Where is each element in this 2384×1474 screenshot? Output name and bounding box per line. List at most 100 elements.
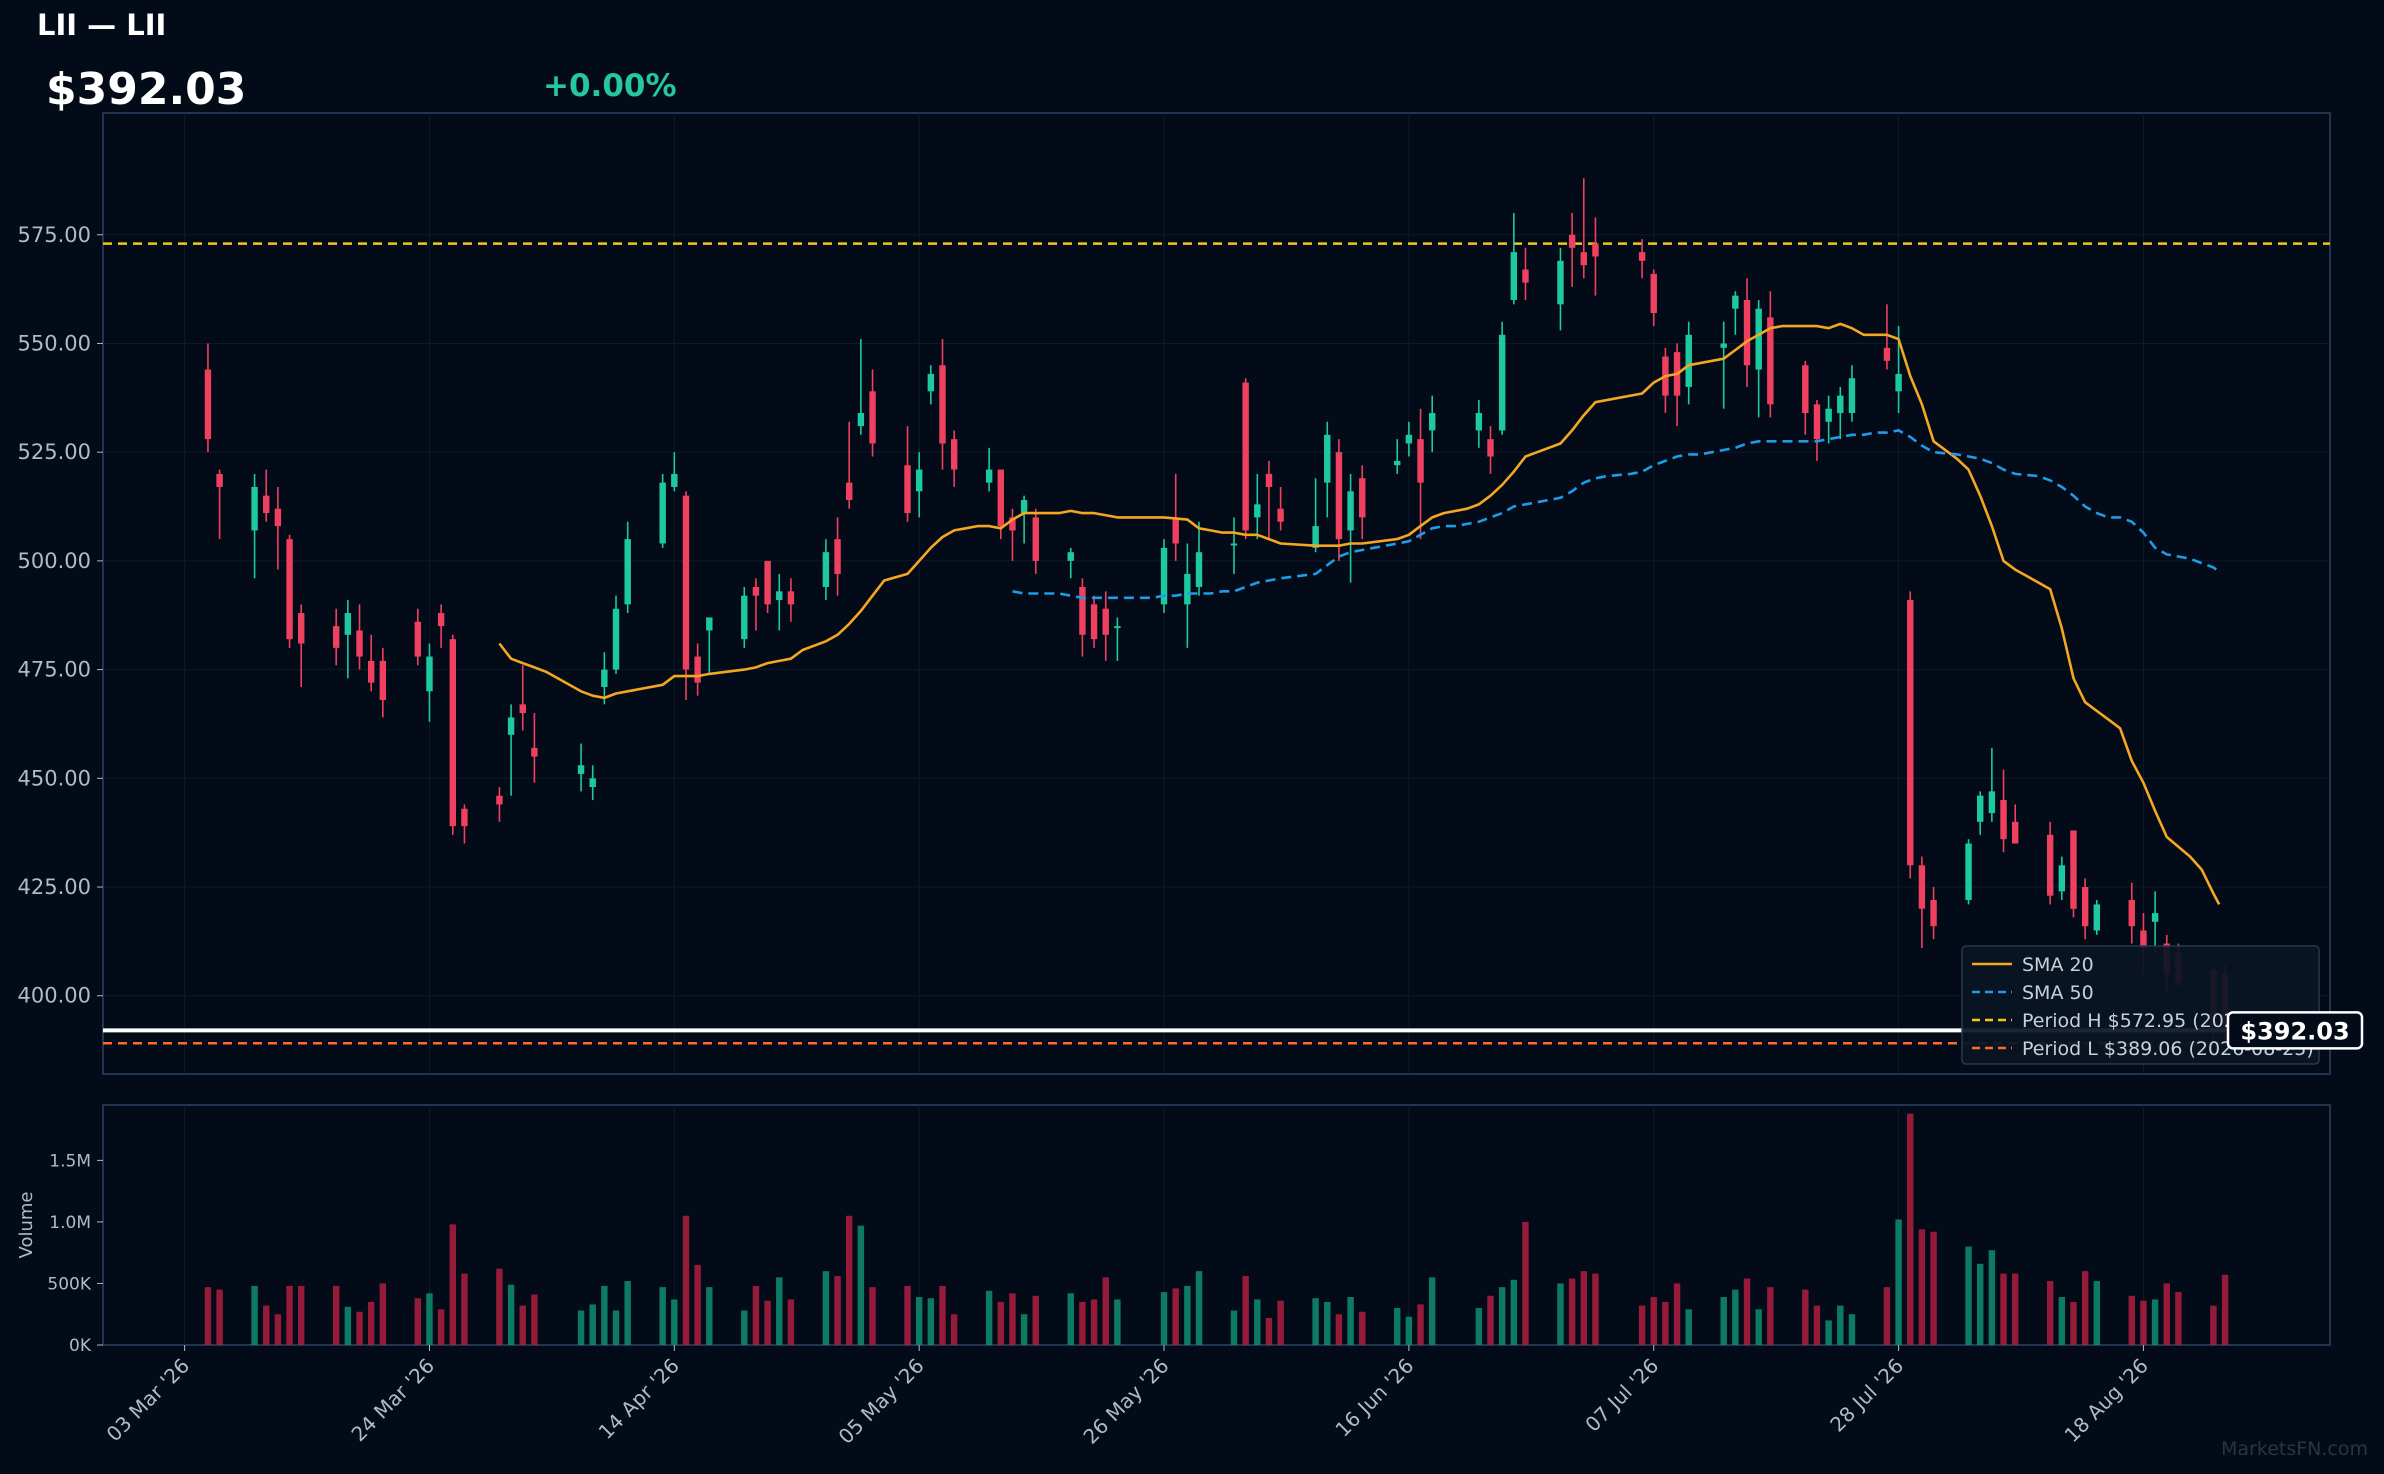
- candle-up: [927, 365, 935, 405]
- candle-down: [379, 647, 387, 718]
- volume-bar-up: [1405, 1316, 1413, 1345]
- candle-body: [1883, 347, 1891, 361]
- candle-body: [1312, 526, 1319, 548]
- volume-bar-down: [1743, 1278, 1751, 1345]
- candle-body: [2058, 865, 2066, 892]
- volume-bar-up: [1825, 1320, 1832, 1345]
- volume-bar-down: [1638, 1305, 1646, 1345]
- volume-bar-up: [857, 1225, 865, 1345]
- candle-up: [1254, 473, 1261, 540]
- volume-bar-up: [601, 1285, 608, 1345]
- candle-body: [577, 765, 585, 774]
- candle-body: [507, 717, 515, 735]
- volume-bar-down: [286, 1285, 293, 1345]
- candle-body: [2011, 821, 2019, 844]
- volume-bar-up: [1498, 1287, 1506, 1345]
- volume-bar-down: [1079, 1301, 1086, 1345]
- candle-body: [1510, 252, 1518, 300]
- candle-body: [846, 482, 853, 501]
- candle-up: [1557, 247, 1564, 331]
- candle-down: [1335, 439, 1343, 561]
- volume-bar-down: [2175, 1292, 2182, 1345]
- volume-bar-down: [2221, 1274, 2229, 1345]
- candle-down: [414, 608, 422, 666]
- candle-body: [927, 373, 935, 392]
- candle-body: [531, 747, 538, 757]
- volume-bar-up: [1114, 1299, 1121, 1345]
- candle-body: [1090, 604, 1098, 640]
- volume-bar-up: [2151, 1299, 2159, 1345]
- volume-bar-down: [263, 1305, 270, 1345]
- volume-bar-up: [589, 1304, 596, 1345]
- price-tick-label: 425.00: [18, 875, 91, 899]
- volume-bar-up: [1020, 1314, 1028, 1345]
- candle-down: [1102, 591, 1109, 661]
- price-panel: [102, 112, 2331, 1075]
- candle-down: [1930, 887, 1937, 940]
- volume-bar-down: [356, 1311, 363, 1345]
- candle-up: [601, 652, 608, 705]
- volume-bar-up: [1837, 1305, 1844, 1345]
- candle-body: [1102, 608, 1109, 635]
- candle-down: [1767, 291, 1774, 418]
- volume-bar-up: [1685, 1309, 1692, 1345]
- candle-body: [624, 539, 631, 605]
- current-price: $392.03: [46, 64, 247, 115]
- volume-bar-down: [496, 1268, 503, 1345]
- volume-bar-down: [2000, 1273, 2007, 1345]
- x-tick-label: 16 Jun '26: [1330, 1354, 1418, 1442]
- volume-bar-down: [2210, 1305, 2217, 1345]
- candle-up: [2151, 891, 2159, 953]
- candle-body: [2140, 930, 2147, 948]
- volume-bar-down: [1032, 1295, 1039, 1345]
- volume-bar-down: [2140, 1300, 2147, 1345]
- volume-bar-down: [461, 1273, 468, 1345]
- volume-bar-up: [1732, 1289, 1739, 1345]
- volume-bar-up: [706, 1287, 713, 1345]
- candle-body: [787, 591, 795, 605]
- volume-bar-up: [2093, 1281, 2101, 1345]
- price-change: +0.00%: [543, 68, 677, 104]
- candle-up: [857, 339, 865, 435]
- candle-up: [706, 617, 713, 674]
- candle-down: [2070, 830, 2077, 918]
- volume-tick-label: 0K: [69, 1336, 92, 1356]
- volume-bar-up: [915, 1297, 923, 1345]
- volume-bar-down: [1009, 1293, 1016, 1345]
- candle-body: [1335, 452, 1343, 540]
- candle-body: [2046, 834, 2054, 896]
- volume-bar-down: [1767, 1287, 1774, 1345]
- candle-body: [1755, 308, 1762, 370]
- x-tick-label: 28 Jul '26: [1825, 1354, 1908, 1437]
- x-tick-label: 07 Jul '26: [1580, 1354, 1663, 1437]
- candle-body: [251, 486, 258, 531]
- watermark: MarketsFN.com: [2221, 1438, 2368, 1460]
- volume-axis-label: Volume: [16, 1192, 37, 1259]
- candle-down: [332, 608, 340, 666]
- candle-up: [671, 452, 678, 492]
- volume-bar-up: [577, 1310, 585, 1345]
- legend-label: SMA 50: [2022, 982, 2094, 1004]
- candle-body: [752, 586, 760, 596]
- volume-bar-up: [1965, 1246, 1972, 1345]
- candle-body: [1254, 504, 1261, 518]
- price-tick-label: 550.00: [18, 331, 91, 355]
- candle-body: [1837, 395, 1844, 414]
- candle-body: [1324, 434, 1331, 483]
- candle-body: [869, 391, 876, 444]
- candle-up: [915, 452, 923, 518]
- legend-label: SMA 20: [2022, 954, 2094, 976]
- candle-body: [601, 669, 608, 687]
- volume-bar-down: [2046, 1281, 2054, 1345]
- candle-body: [204, 369, 212, 440]
- candle-body: [1965, 843, 1972, 901]
- candle-body: [904, 465, 911, 514]
- candle-down: [1918, 856, 1926, 948]
- candle-up: [1732, 291, 1739, 335]
- volume-bar-down: [519, 1305, 526, 1345]
- volume-bar-down: [449, 1224, 456, 1345]
- candle-body: [2093, 904, 2101, 931]
- candle-up: [1498, 321, 1506, 435]
- candle-body: [367, 660, 375, 683]
- candle-body: [1242, 382, 1249, 531]
